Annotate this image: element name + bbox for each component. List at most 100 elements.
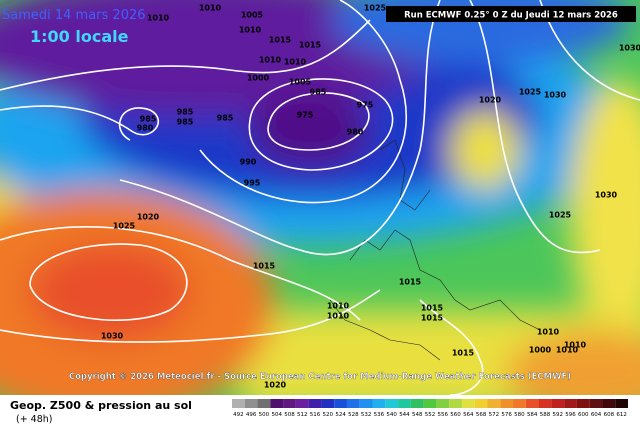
colorbar-swatch <box>576 399 590 408</box>
colorbar-swatch <box>308 399 322 408</box>
isobar-label: 1020 <box>479 96 502 105</box>
colorbar-label: 540 <box>386 412 397 418</box>
colorbar: 492 496 500 504 508 512 516 520 524 528 532 536 540 5… <box>232 399 628 418</box>
isobar-label: 985 <box>177 118 194 127</box>
colorbar-swatch <box>410 399 424 408</box>
colorbar-label: 592 <box>552 412 563 418</box>
colorbar-label: 600 <box>578 412 589 418</box>
colorbar-swatch <box>589 399 603 408</box>
colorbar-swatch <box>244 399 258 408</box>
colorbar-swatch <box>461 399 475 408</box>
coastlines <box>329 139 541 361</box>
colorbar-swatch <box>436 399 450 408</box>
colorbar-label: 572 <box>489 412 500 418</box>
isobar-label: 1010 <box>239 26 262 35</box>
colorbar-swatch <box>615 399 628 408</box>
colorbar-swatch <box>449 399 462 408</box>
colorbar-swatch <box>551 399 565 408</box>
colorbar-swatch <box>602 399 616 408</box>
colorbar-label: 512 <box>297 412 308 418</box>
isobar-label: 1015 <box>399 278 422 287</box>
colorbar-label: 532 <box>361 412 372 418</box>
colorbar-swatch <box>500 399 514 408</box>
colorbar-label: 568 <box>476 412 487 418</box>
colorbar-swatch <box>232 399 245 408</box>
isobar-label: 980 <box>137 124 154 133</box>
colorbar-label: 504 <box>271 412 282 418</box>
colorbar-swatch <box>398 399 411 408</box>
colorbar-swatch <box>346 399 360 408</box>
isobar-label: 985 <box>310 88 327 97</box>
colorbar-swatch <box>423 399 437 408</box>
footer-title: Geop. Z500 & pression au sol <box>10 399 192 412</box>
colorbar-label: 588 <box>540 412 551 418</box>
colorbar-swatch <box>283 399 296 408</box>
isobar-label: 1015 <box>421 304 444 313</box>
colorbar-label: 548 <box>412 412 423 418</box>
colorbar-swatch <box>359 399 373 408</box>
isobar-label: 1025 <box>113 222 136 231</box>
colorbar-label: 560 <box>450 412 461 418</box>
isobar-label: 990 <box>240 158 257 167</box>
isobar-label: 1010 <box>327 302 350 311</box>
isobar-label: 975 <box>297 111 314 120</box>
isobar-label: 985 <box>217 114 234 123</box>
isobar-label: 1020 <box>137 213 160 222</box>
date: Samedi 14 mars 2026 <box>2 8 146 23</box>
isobar-label: 1030 <box>595 191 618 200</box>
colorbar-swatch <box>295 399 309 408</box>
local-time: 1:00 locale <box>30 27 129 46</box>
colorbar-swatch <box>513 399 526 408</box>
isobar-label: 1010 <box>199 4 222 13</box>
colorbar-label: 608 <box>604 412 615 418</box>
colorbar-label: 524 <box>335 412 346 418</box>
isobar-label: 975 <box>357 101 374 110</box>
colorbar-label: 552 <box>425 412 436 418</box>
colorbar-label: 580 <box>514 412 525 418</box>
colorbar-swatch <box>474 399 488 408</box>
isobar-label: 1010 <box>284 58 307 67</box>
copyright: Copyright © 2026 Meteociel.fr - Source E… <box>69 372 571 382</box>
isobar-label: 1000 <box>247 74 270 83</box>
isobar-label: 1015 <box>269 36 292 45</box>
colorbar-label: 492 <box>233 412 244 418</box>
isobar-label: 1030 <box>101 332 124 341</box>
isobar-label: 1025 <box>364 4 387 13</box>
colorbar-label: 500 <box>259 412 270 418</box>
colorbar-swatch <box>525 399 539 408</box>
isobar-label: 1010 <box>537 328 560 337</box>
isobar-label: 1015 <box>421 314 444 323</box>
colorbar-swatch <box>385 399 399 408</box>
run-info: Run ECMWF 0.25° 0 Z du Jeudi 12 mars 202… <box>404 11 618 21</box>
colorbar-swatch <box>257 399 271 408</box>
isobar-label: 1010 <box>259 56 282 65</box>
isobar-label: 985 <box>140 115 157 124</box>
colorbar-swatch <box>334 399 347 408</box>
colorbar-swatch <box>321 399 335 408</box>
colorbar-label: 612 <box>616 412 627 418</box>
colorbar-label: 584 <box>527 412 538 418</box>
isobar-label: 1000 <box>529 346 552 355</box>
isobar-label: 1010 <box>556 346 579 355</box>
forecast-lead: (+ 48h) <box>16 414 53 425</box>
isobar-label: 1015 <box>253 262 276 271</box>
isobar-label: 1015 <box>299 41 322 50</box>
isobar-label: 995 <box>244 179 261 188</box>
isobar-label: 980 <box>347 128 364 137</box>
colorbar-label: 496 <box>246 412 257 418</box>
colorbar-label: 604 <box>591 412 602 418</box>
colorbar-label: 544 <box>399 412 410 418</box>
colorbar-label: 564 <box>463 412 474 418</box>
colorbar-label: 528 <box>348 412 359 418</box>
isobar-label: 1005 <box>289 78 312 87</box>
colorbar-label: 516 <box>310 412 321 418</box>
isobar-label: 1010 <box>327 312 350 321</box>
colorbar-swatch <box>372 399 386 408</box>
run-box <box>386 6 636 22</box>
isobar-label: 985 <box>177 108 194 117</box>
colorbar-label: 508 <box>284 412 295 418</box>
isobar-label: 1025 <box>519 88 542 97</box>
isobar-label: 1030 <box>619 44 640 53</box>
